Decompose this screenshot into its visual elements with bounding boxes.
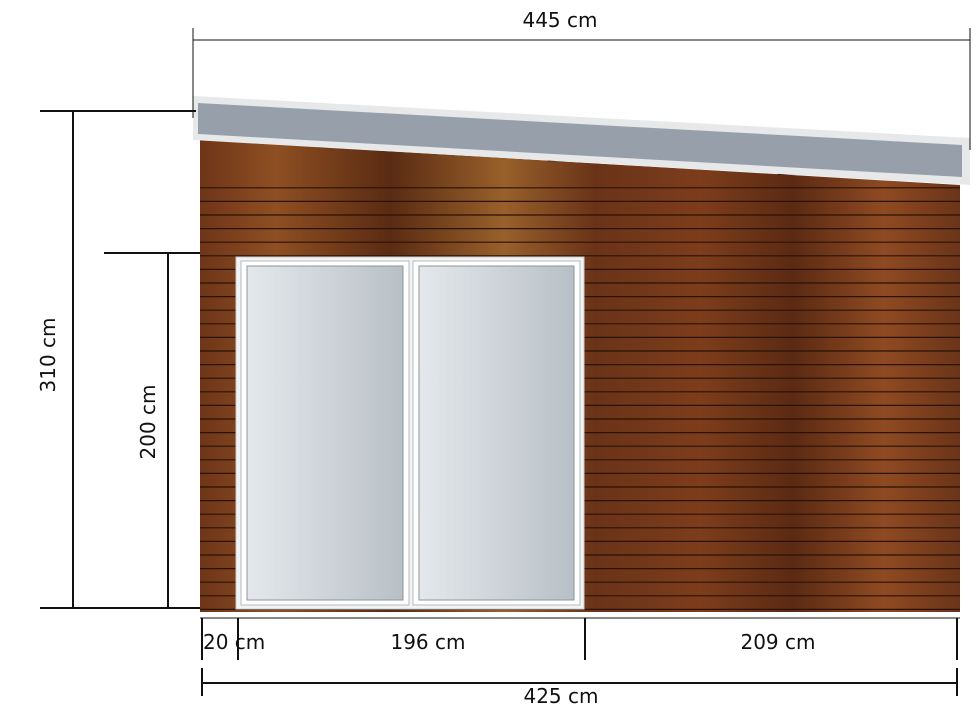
sliding-door — [235, 256, 585, 610]
roof-width-label: 445 cm — [522, 8, 597, 32]
roof-panel — [198, 103, 962, 177]
door-left-glass — [246, 265, 404, 601]
left-offset-label: 20 cm — [203, 630, 265, 654]
wall-width-label: 425 cm — [523, 684, 598, 708]
right-wall-label: 209 cm — [740, 630, 815, 654]
door-width-label: 196 cm — [390, 630, 465, 654]
total-height-label: 310 cm — [36, 317, 60, 392]
dimension-lines — [40, 28, 971, 696]
door-height-label: 200 cm — [136, 384, 160, 459]
door-right-glass — [418, 265, 575, 601]
